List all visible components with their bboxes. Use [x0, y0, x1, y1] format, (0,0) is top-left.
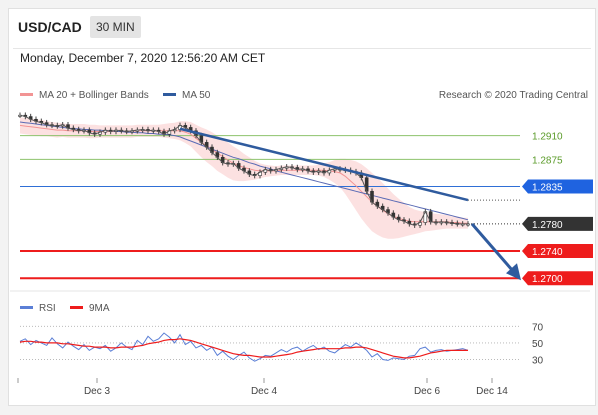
annotations — [179, 127, 521, 281]
level-label-1.2700: 1.2700 — [532, 274, 563, 285]
rsi-tick-50: 50 — [532, 339, 544, 350]
bollinger-bands — [20, 117, 468, 239]
rsi-tick-70: 70 — [532, 322, 544, 333]
chart-header: USD/CAD 30 MIN — [9, 9, 595, 45]
rsi-tick-30: 30 — [532, 356, 544, 367]
ma20-legend-label: MA 20 + Bollinger Bands — [39, 90, 149, 101]
x-tick-label: Dec 4 — [251, 386, 278, 397]
projection-arrow-head — [506, 263, 521, 281]
resistance-trendline — [179, 127, 469, 202]
currency-pair: USD/CAD — [18, 19, 82, 35]
x-tick-label: Dec 14 — [476, 386, 508, 397]
9ma-line — [19, 338, 468, 359]
key-levels: 1.2910 1.2875 1.2835 1.2780 1.2740 1.2700 — [20, 132, 593, 286]
ma50-legend-swatch — [163, 93, 176, 96]
ma9-legend-swatch — [70, 306, 83, 309]
price-line — [19, 114, 468, 226]
level-label-1.2780: 1.2780 — [532, 220, 563, 231]
header-divider — [13, 48, 591, 49]
level-label-1.2740: 1.2740 — [532, 247, 563, 258]
ma50-line — [19, 121, 469, 221]
rsi-legend-label: RSI — [39, 303, 56, 314]
x-axis: Dec 3 Dec 4 Dec 6 Dec 14 — [17, 378, 508, 397]
chart-card: USD/CAD 30 MIN Monday, December 7, 2020 … — [8, 8, 596, 406]
price-series — [18, 112, 470, 228]
credit-text: Research © 2020 Trading Central — [439, 90, 588, 101]
level-label-1.2910: 1.2910 — [532, 132, 563, 143]
x-tick-label: Dec 3 — [84, 386, 111, 397]
projection-arrow-shaft — [470, 222, 516, 274]
rsi-legend-swatch — [20, 306, 33, 309]
level-tag-1.2700 — [522, 271, 593, 286]
level-label-1.2835: 1.2835 — [532, 183, 563, 194]
level-tag-1.2740 — [522, 244, 593, 259]
timestamp: Monday, December 7, 2020 12:56:20 AM CET — [20, 51, 266, 65]
ma9-legend-label: 9MA — [89, 303, 110, 314]
bollinger-band-area — [20, 117, 468, 239]
level-label-1.2875: 1.2875 — [532, 155, 563, 166]
ma20-legend-swatch — [20, 93, 33, 96]
rsi-panel: 70 50 30 — [19, 322, 544, 367]
timeframe-badge[interactable]: 30 MIN — [90, 16, 141, 38]
ma50-legend-label: MA 50 — [182, 90, 211, 101]
level-tag-1.2780 — [522, 216, 593, 231]
level-tag-1.2835 — [522, 179, 593, 194]
x-tick-label: Dec 6 — [414, 386, 441, 397]
